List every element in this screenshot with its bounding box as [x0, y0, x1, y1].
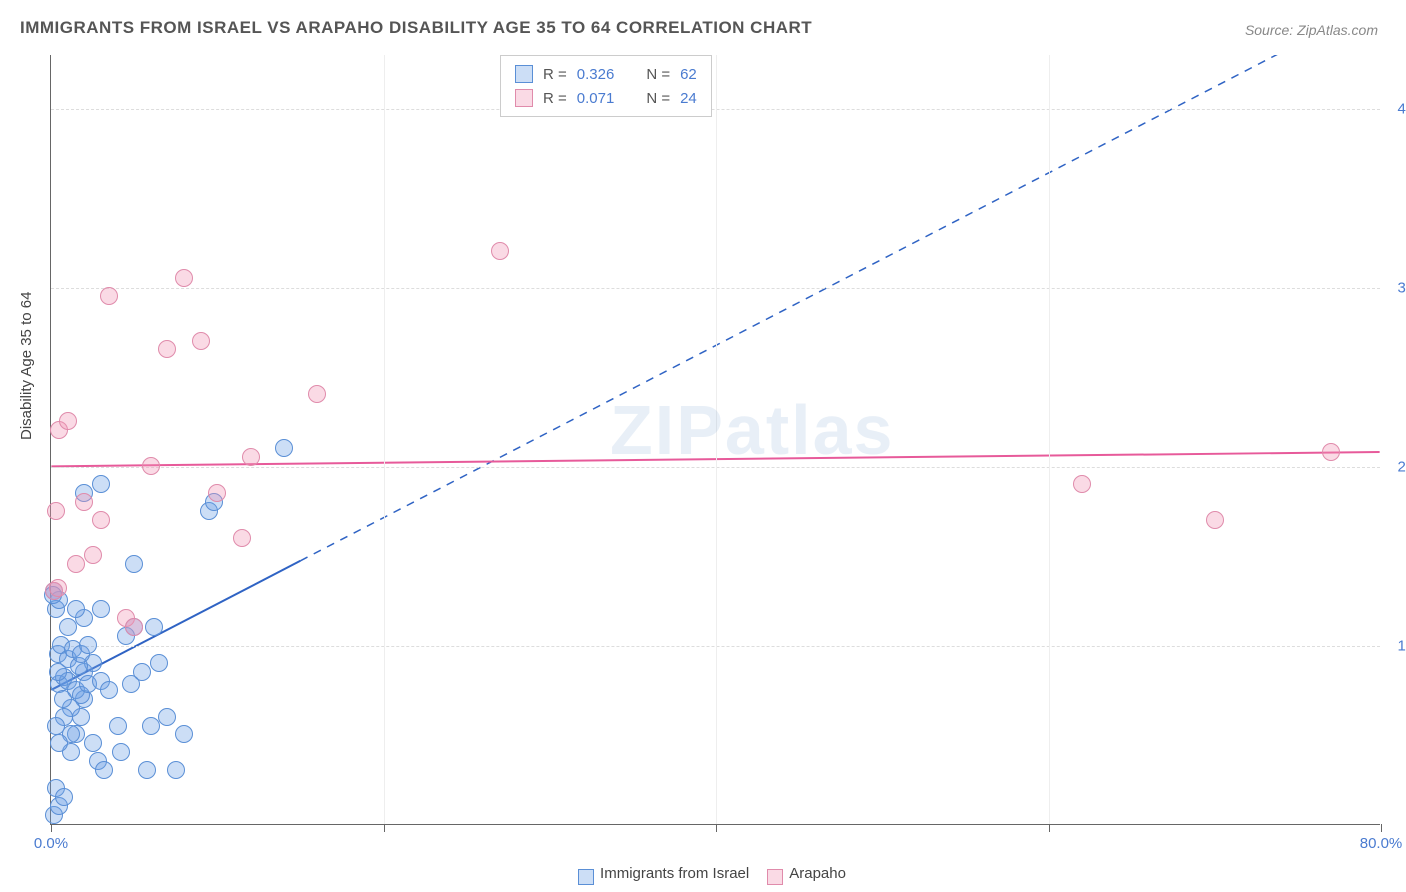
scatter-point [150, 654, 168, 672]
scatter-point [59, 618, 77, 636]
legend-n-value: 62 [680, 66, 697, 83]
scatter-point [308, 385, 326, 403]
scatter-point [100, 287, 118, 305]
x-tick [1049, 824, 1050, 832]
legend-r-value: 0.071 [577, 90, 615, 107]
scatter-point [92, 475, 110, 493]
legend-swatch [578, 869, 594, 885]
y-tick-label: 20.0% [1385, 458, 1406, 475]
scatter-point [55, 788, 73, 806]
scatter-point [84, 546, 102, 564]
scatter-point [145, 618, 163, 636]
scatter-point [50, 734, 68, 752]
legend-swatch [515, 89, 533, 107]
source-attribution: Source: ZipAtlas.com [1245, 22, 1378, 38]
chart-plot-area: 10.0%20.0%30.0%40.0%0.0%80.0% [50, 55, 1380, 825]
legend-r-label: R = [543, 66, 567, 83]
scatter-point [92, 511, 110, 529]
scatter-point [100, 681, 118, 699]
y-tick-label: 10.0% [1385, 637, 1406, 654]
scatter-point [125, 555, 143, 573]
legend-r-label: R = [543, 90, 567, 107]
scatter-point [1322, 443, 1340, 461]
x-tick-label: 0.0% [34, 835, 68, 852]
scatter-point [1206, 511, 1224, 529]
scatter-point [491, 242, 509, 260]
legend-swatch [767, 869, 783, 885]
scatter-point [142, 717, 160, 735]
scatter-point [1073, 475, 1091, 493]
scatter-point [67, 600, 85, 618]
y-tick-label: 30.0% [1385, 279, 1406, 296]
scatter-point [122, 675, 140, 693]
scatter-point [79, 636, 97, 654]
scatter-point [125, 618, 143, 636]
gridline-vertical [384, 55, 385, 824]
scatter-point [158, 708, 176, 726]
scatter-point [54, 690, 72, 708]
legend-series: Immigrants from Israel Arapaho [0, 865, 1406, 882]
legend-n-value: 24 [680, 90, 697, 107]
trend-line-dashed [300, 55, 1379, 561]
scatter-point [95, 761, 113, 779]
scatter-point [158, 340, 176, 358]
scatter-point [242, 448, 260, 466]
scatter-point [192, 332, 210, 350]
scatter-point [47, 717, 65, 735]
legend-r-value: 0.326 [577, 66, 615, 83]
scatter-point [67, 555, 85, 573]
legend-series-label: Arapaho [789, 865, 846, 882]
legend-stat-row: R = 0.326 N = 62 [515, 62, 697, 86]
x-tick [716, 824, 717, 832]
y-tick-label: 40.0% [1385, 100, 1406, 117]
scatter-point [49, 579, 67, 597]
scatter-point [59, 412, 77, 430]
legend-n-label: N = [646, 66, 670, 83]
chart-title: IMMIGRANTS FROM ISRAEL VS ARAPAHO DISABI… [20, 18, 812, 38]
gridline-vertical [716, 55, 717, 824]
scatter-point [112, 743, 130, 761]
scatter-point [138, 761, 156, 779]
scatter-point [175, 269, 193, 287]
scatter-point [175, 725, 193, 743]
legend-n-label: N = [646, 90, 670, 107]
scatter-point [167, 761, 185, 779]
scatter-point [208, 484, 226, 502]
scatter-point [109, 717, 127, 735]
legend-stats: R = 0.326 N = 62 R = 0.071 N = 24 [500, 55, 712, 117]
y-axis-label: Disability Age 35 to 64 [18, 292, 35, 440]
scatter-point [92, 600, 110, 618]
scatter-point [47, 502, 65, 520]
x-tick [1381, 824, 1382, 832]
scatter-point [142, 457, 160, 475]
legend-swatch [515, 65, 533, 83]
scatter-point [275, 439, 293, 457]
scatter-point [84, 734, 102, 752]
x-tick [384, 824, 385, 832]
legend-series-label: Immigrants from Israel [600, 865, 749, 882]
x-tick-label: 80.0% [1360, 835, 1403, 852]
x-tick [51, 824, 52, 832]
gridline-vertical [1049, 55, 1050, 824]
scatter-point [233, 529, 251, 547]
scatter-point [49, 663, 67, 681]
legend-stat-row: R = 0.071 N = 24 [515, 86, 697, 110]
scatter-point [75, 493, 93, 511]
